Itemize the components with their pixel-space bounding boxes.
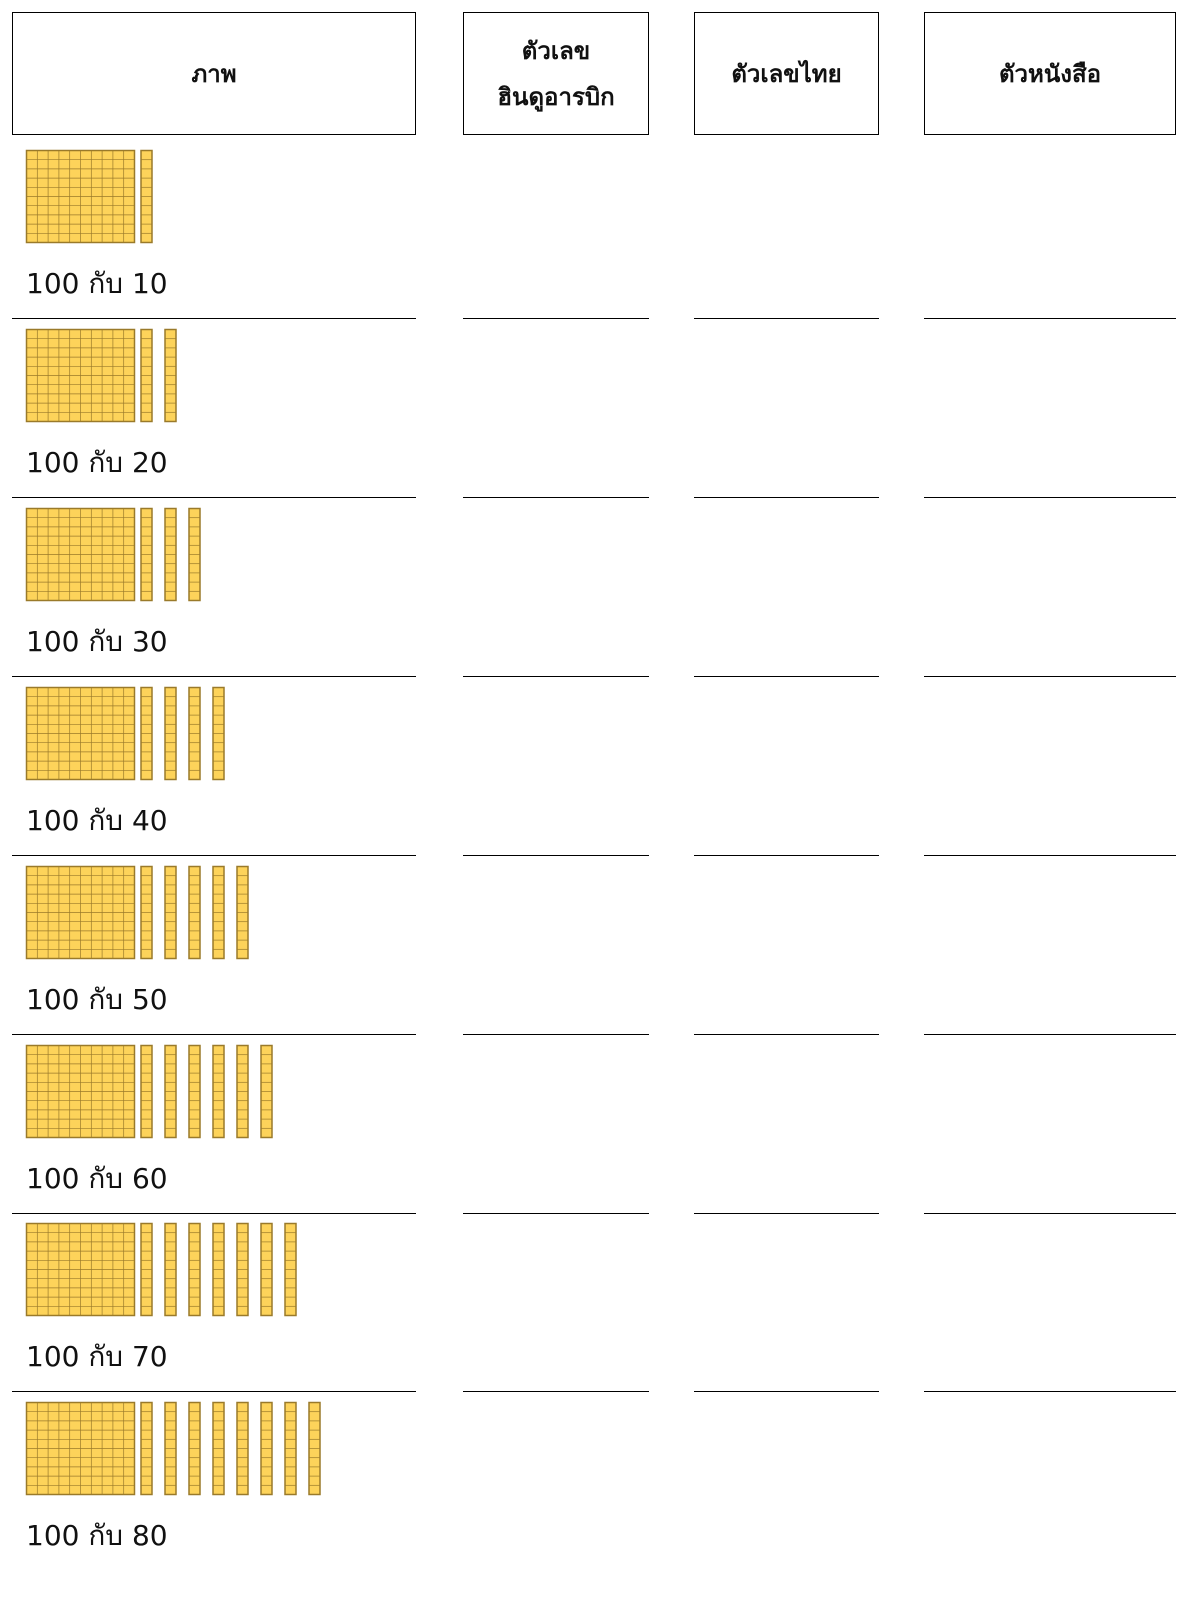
answer-line — [463, 497, 649, 498]
answer-line — [463, 318, 649, 319]
base-ten-blocks — [26, 687, 263, 782]
header-arabic: ตัวเลข ฮินดูอารบิก — [463, 12, 649, 135]
answer-line — [12, 318, 416, 319]
answer-line — [694, 1213, 879, 1214]
answer-line — [694, 676, 879, 677]
answer-line — [924, 1213, 1176, 1214]
answer-line — [924, 1034, 1176, 1035]
answer-line — [463, 1391, 649, 1392]
answer-line — [694, 1391, 879, 1392]
answer-line — [463, 676, 649, 677]
answer-line — [924, 318, 1176, 319]
answer-line — [694, 1034, 879, 1035]
header-picture: ภาพ — [12, 12, 416, 135]
answer-line — [463, 1213, 649, 1214]
answer-line — [463, 1034, 649, 1035]
base-ten-blocks — [26, 866, 287, 961]
answer-line — [12, 1391, 416, 1392]
base-ten-blocks — [26, 508, 239, 603]
answer-line — [924, 676, 1176, 677]
answer-line — [694, 497, 879, 498]
row-label: 100 กับ 20 — [26, 446, 168, 480]
worksheet: {"headers": ["ภาพ", "ตัวเลข\nฮินดูอารบิก… — [0, 0, 1203, 1611]
answer-line — [12, 1034, 416, 1035]
row-label: 100 กับ 50 — [26, 983, 168, 1017]
answer-line — [924, 855, 1176, 856]
base-ten-blocks — [26, 329, 215, 424]
answer-line — [12, 676, 416, 677]
base-ten-blocks — [26, 150, 191, 245]
row-label: 100 กับ 10 — [26, 267, 168, 301]
answer-line — [694, 855, 879, 856]
base-ten-blocks — [26, 1223, 335, 1318]
base-ten-blocks — [26, 1045, 311, 1140]
answer-line — [12, 855, 416, 856]
answer-line — [12, 497, 416, 498]
base-ten-blocks — [26, 1402, 359, 1497]
row-label: 100 กับ 60 — [26, 1162, 168, 1196]
header-thai: ตัวเลขไทย — [694, 12, 879, 135]
row-label: 100 กับ 70 — [26, 1340, 168, 1374]
answer-line — [12, 1213, 416, 1214]
answer-line — [463, 855, 649, 856]
row-label: 100 กับ 40 — [26, 804, 168, 838]
answer-line — [924, 497, 1176, 498]
answer-line — [694, 318, 879, 319]
row-label: 100 กับ 30 — [26, 625, 168, 659]
header-words: ตัวหนังสือ — [924, 12, 1176, 135]
answer-line — [924, 1391, 1176, 1392]
row-label: 100 กับ 80 — [26, 1519, 168, 1553]
